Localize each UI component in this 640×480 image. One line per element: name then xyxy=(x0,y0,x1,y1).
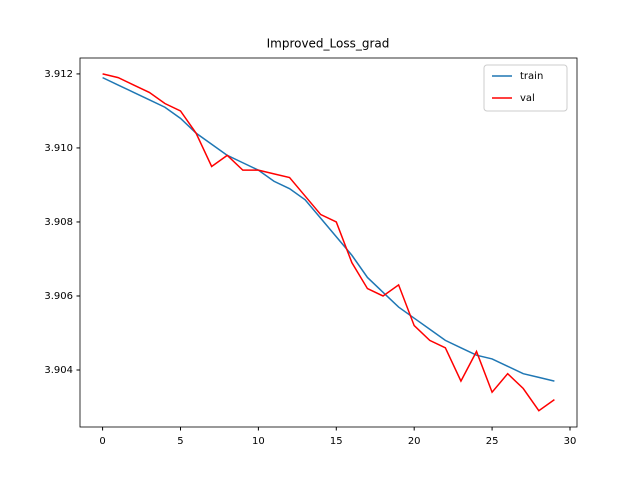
x-tick-label: 0 xyxy=(99,436,105,447)
plot-frame xyxy=(79,57,578,428)
series-line xyxy=(102,76,555,382)
x-tick-label: 10 xyxy=(252,436,265,447)
x-tick-label: 5 xyxy=(177,436,183,447)
y-tick-label: 3.910 xyxy=(44,143,73,154)
x-tick-label: 25 xyxy=(486,436,499,447)
y-tick-label: 3.906 xyxy=(44,291,73,302)
legend-label: train xyxy=(520,71,543,82)
chart-title: Improved_Loss_grad xyxy=(267,37,390,51)
y-tick-label: 3.904 xyxy=(44,365,73,376)
y-tick-label: 3.908 xyxy=(44,217,73,228)
y-tick-label: 3.912 xyxy=(44,69,73,80)
x-tick-label: 15 xyxy=(330,436,343,447)
legend-label: val xyxy=(520,93,535,104)
x-tick-label: 20 xyxy=(408,436,421,447)
series-line xyxy=(102,73,555,412)
x-tick-label: 30 xyxy=(564,436,577,447)
